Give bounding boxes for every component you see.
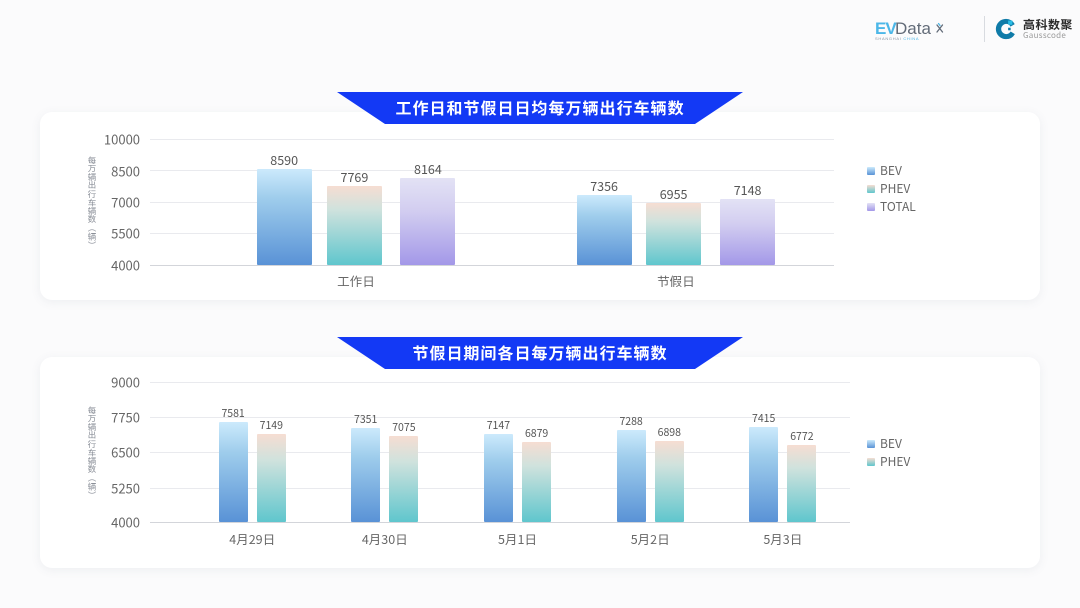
svg-text:SHANGHAI CHINA: SHANGHAI CHINA: [875, 36, 919, 41]
